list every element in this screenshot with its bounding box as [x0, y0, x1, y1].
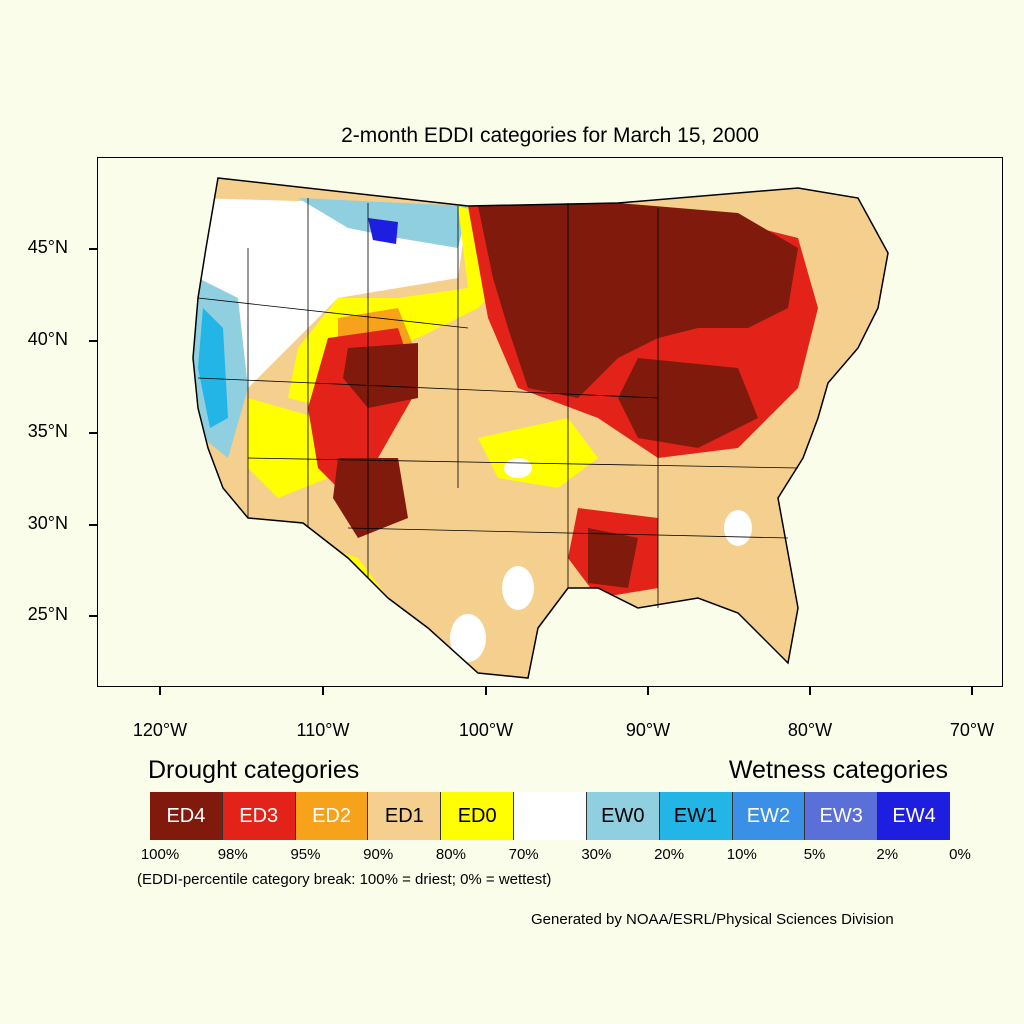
lat-tick [89, 340, 97, 342]
wetness-heading: Wetness categories [728, 756, 948, 784]
percentile-label: 80% [435, 846, 466, 863]
legend-swatch-normal [514, 792, 587, 840]
lon-label-90: 90°W [625, 720, 671, 740]
legend-swatch-ew1: EW1 [659, 792, 733, 840]
legend-swatch-ew2: EW2 [732, 792, 806, 840]
legend-note: (EDDI-percentile category break: 100% = … [137, 871, 552, 888]
lat-label-30: 30°N [27, 513, 68, 533]
lon-tick [159, 687, 161, 695]
eddi-map [192, 177, 889, 679]
legend-swatch-ed2: ED2 [295, 792, 369, 840]
lat-tick [89, 615, 97, 617]
legend-swatch-ed3: ED3 [222, 792, 296, 840]
lon-label-70: 70°W [949, 720, 995, 740]
percentile-label: 90% [363, 846, 394, 863]
lon-tick [485, 687, 487, 695]
lat-label-40: 40°N [27, 329, 68, 349]
credit-text: Generated by NOAA/ESRL/Physical Sciences… [531, 911, 894, 928]
map-title: 2-month EDDI categories for March 15, 20… [341, 124, 759, 147]
legend-swatch-ew0: EW0 [586, 792, 660, 840]
percentile-label: 100% [140, 846, 180, 863]
percentile-label: 5% [803, 846, 826, 863]
drought-heading: Drought categories [148, 756, 360, 784]
lat-label-45: 45°N [27, 237, 68, 257]
category-legend: ED4 ED3 ED2 ED1 ED0 EW0 EW1 EW2 EW3 EW4 [150, 792, 950, 840]
legend-swatch-ew3: EW3 [805, 792, 879, 840]
lon-tick [809, 687, 811, 695]
lat-tick [89, 432, 97, 434]
lon-label-100: 100°W [458, 720, 514, 740]
lat-label-25: 25°N [27, 604, 68, 624]
lon-tick [971, 687, 973, 695]
percentile-label: 30% [581, 846, 612, 863]
percentile-label: 20% [654, 846, 685, 863]
legend-swatch-ed4: ED4 [150, 792, 223, 840]
state-boundaries [197, 198, 799, 608]
lon-label-120: 120°W [132, 720, 188, 740]
lon-label-110: 110°W [296, 720, 350, 740]
lon-tick [322, 687, 324, 695]
legend-swatch-ed0: ED0 [441, 792, 515, 840]
map-panel[interactable] [97, 157, 1003, 687]
lon-tick [647, 687, 649, 695]
coastline [192, 177, 889, 679]
lat-label-35: 35°N [27, 421, 68, 441]
lon-label-80: 80°W [787, 720, 833, 740]
lat-tick [89, 248, 97, 250]
category-fill [193, 178, 888, 678]
percentile-label: 2% [876, 846, 899, 863]
percentile-label: 98% [217, 846, 248, 863]
legend-swatch-ed1: ED1 [368, 792, 442, 840]
percentile-label: 0% [949, 846, 971, 863]
percentile-label: 95% [290, 846, 321, 863]
percentile-label: 70% [508, 846, 539, 863]
lat-tick [89, 524, 97, 526]
legend-swatch-ew4: EW4 [878, 792, 950, 840]
percentile-label: 10% [726, 846, 757, 863]
